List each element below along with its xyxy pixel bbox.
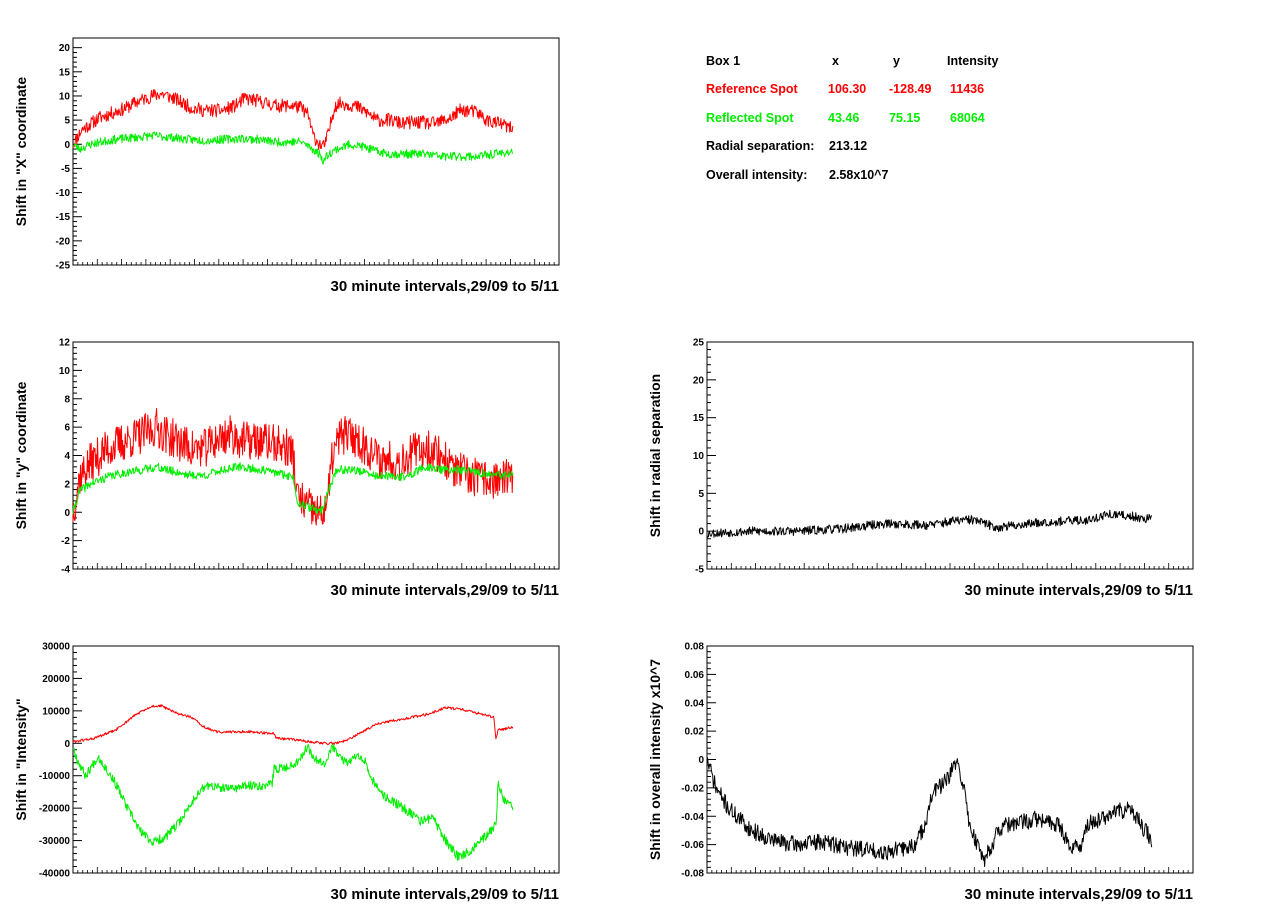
y-axis-title: Shift in "Intensity": [13, 698, 29, 820]
y-tick-label: 0.02: [685, 727, 705, 738]
y-tick-label: 0: [64, 739, 70, 750]
y-tick-label: 10000: [42, 706, 70, 717]
reference-intensity: 11436: [950, 82, 985, 96]
radial-value: 213.12: [829, 139, 868, 153]
y-tick-label: 0: [64, 508, 70, 519]
y-tick-label: 12: [59, 338, 71, 349]
reflected-label: Reflected Spot: [706, 111, 794, 125]
info-col-x: x: [832, 54, 839, 68]
plot-radial-shift: -5 0 5 10 15 20 25 30 minute intervals,29/09 to…: [647, 338, 1194, 599]
info-box: Box 1 x y Intensity Reference Spot 106.3…: [706, 52, 1036, 192]
radial-label: Radial separation:: [706, 139, 815, 153]
series-line-single: [706, 757, 1153, 867]
y-axis-title: Shift in "y" coordinate: [13, 381, 29, 529]
y-tick-label: 10: [59, 366, 71, 377]
x-axis-title: 30 minute intervals,29/09 to 5/11: [331, 886, 559, 903]
y-tick-label: 8: [64, 394, 70, 405]
y-tick-label: 5: [64, 116, 70, 127]
y-tick-label: 10: [693, 451, 705, 462]
y-tick-label: 2: [64, 479, 70, 490]
y-tick-label: 4: [64, 451, 70, 462]
y-tick-label: 20: [693, 375, 705, 386]
series-line-reflected: [72, 131, 514, 165]
series-line-reflected: [72, 743, 514, 861]
reference-label: Reference Spot: [706, 82, 798, 96]
y-axis-title: Shift in radial separation: [647, 374, 663, 537]
series-line-single: [706, 509, 1153, 538]
y-tick-label: -15: [56, 212, 71, 223]
y-tick-label: -0.02: [681, 783, 704, 794]
y-tick-label: 25: [693, 338, 705, 349]
y-tick-label: -2: [61, 536, 70, 547]
y-tick-label: 5: [698, 489, 704, 500]
y-tick-label: -0.04: [681, 812, 704, 823]
reference-x: 106.30: [828, 82, 867, 96]
info-radial-row: Radial separation: 213.12: [706, 137, 1036, 155]
plot-y-shift: -4 -2 0 2 4 6 8 10 12 30 minute intervals,29/09 t…: [13, 338, 560, 599]
x-axis-title: 30 minute intervals,29/09 to 5/11: [331, 582, 559, 599]
y-tick-label: -25: [56, 261, 71, 272]
reflected-x: 43.46: [828, 111, 860, 125]
x-axis-title: 30 minute intervals,29/09 to 5/11: [965, 886, 1193, 903]
y-tick-label: -0.08: [681, 869, 704, 880]
y-tick-label: -5: [695, 565, 704, 576]
y-tick-label: 6: [64, 423, 70, 434]
reflected-intensity: 68064: [950, 111, 985, 125]
y-tick-label: 0: [698, 755, 704, 766]
reference-y: -128.49: [889, 82, 932, 96]
info-header-row: Box 1 x y Intensity: [706, 52, 1036, 70]
y-axis-title: Shift in overall intensity x10^7: [647, 659, 663, 860]
series-line-reference: [72, 89, 514, 151]
y-tick-label: 0: [64, 140, 70, 151]
y-tick-label: 30000: [42, 642, 70, 653]
info-col-y: y: [893, 54, 900, 68]
y-tick-label: -10: [56, 188, 71, 199]
y-tick-label: -20: [56, 236, 71, 247]
info-col-intensity: Intensity: [947, 54, 999, 68]
y-tick-label: 20: [59, 43, 71, 54]
plot-overall-intensity-shift: -0.08 -0.06 -0.04 -0.02 0 0.02 0.04 0.06 0.08 30 …: [647, 642, 1194, 903]
y-tick-label: -30000: [39, 836, 71, 847]
series-line-reference: [72, 407, 514, 526]
x-axis-title: 30 minute intervals,29/09 to 5/11: [331, 278, 559, 295]
y-tick-label: -5: [61, 164, 70, 175]
overall-label: Overall intensity:: [706, 168, 808, 182]
plot-intensity-shift: -40000 -30000 -20000 -10000 0 10000 20000 30000…: [13, 642, 560, 903]
y-tick-label: 10: [59, 91, 71, 102]
series-line-reflected: [72, 462, 514, 515]
y-tick-label: -40000: [39, 869, 71, 880]
y-tick-label: 0.06: [685, 670, 705, 681]
y-tick-label: 20000: [42, 674, 70, 685]
y-tick-label: 0: [698, 527, 704, 538]
series-line-reference: [72, 704, 514, 746]
plot-x-shift: -25 -20 -15 -10 -5 0 5 10 15 20 30 minute interval…: [13, 37, 560, 295]
info-box-title: Box 1: [706, 54, 741, 68]
y-tick-label: -10000: [39, 771, 71, 782]
y-tick-label: 15: [693, 413, 705, 424]
y-tick-label: -4: [61, 565, 70, 576]
overall-value: 2.58x10^7: [829, 168, 889, 182]
y-tick-label: -20000: [39, 804, 71, 815]
y-axis-title: Shift in "X" coordinate: [13, 77, 29, 227]
y-tick-label: 15: [59, 67, 71, 78]
info-overall-row: Overall intensity: 2.58x10^7: [706, 166, 1036, 184]
info-reference-row: Reference Spot 106.30 -128.49 11436: [706, 80, 1036, 98]
reflected-y: 75.15: [889, 111, 921, 125]
y-tick-label: 0.04: [685, 698, 705, 709]
y-tick-label: 0.08: [685, 642, 705, 653]
info-reflected-row: Reflected Spot 43.46 75.15 68064: [706, 109, 1036, 127]
x-axis-title: 30 minute intervals,29/09 to 5/11: [965, 582, 1193, 599]
y-tick-label: -0.06: [681, 840, 704, 851]
